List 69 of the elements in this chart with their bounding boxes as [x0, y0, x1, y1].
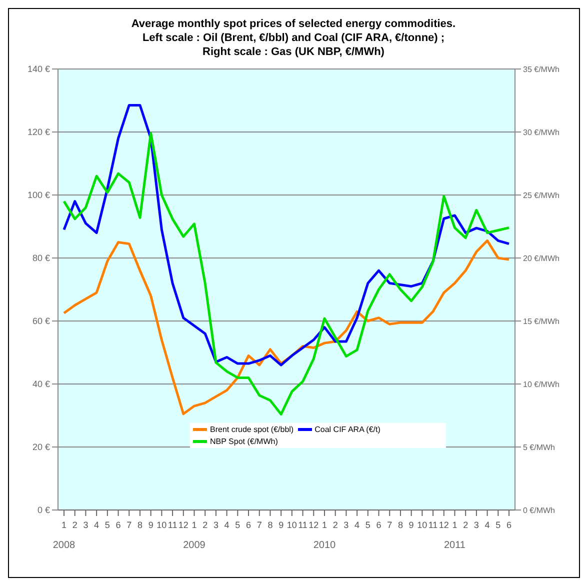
x-tick-label: 4	[94, 520, 100, 530]
x-tick-label: 3	[213, 520, 218, 530]
y2-tick-label: 10 €/MWh	[523, 380, 560, 389]
chart-subtitle: Left scale : Oil (Brent, €/bbl) and Coal (CIF ARA, €/tonne) ; Right scale : Gas (UK NBP, €/MWh)	[141, 31, 446, 59]
x-tick-label: 12	[438, 520, 449, 530]
x-tick-label: 2	[72, 520, 78, 530]
x-tick-label: 3	[474, 520, 479, 530]
x-tick-label: 1	[192, 520, 197, 530]
y-tick-label: 100 €	[27, 190, 50, 200]
x-tick-label: 2	[202, 520, 208, 530]
y2-tick-label: 30 €/MWh	[523, 128, 560, 137]
y-tick-label: 20 €	[32, 442, 50, 452]
x-tick-label: 3	[83, 520, 88, 530]
x-tick-label: 5	[496, 520, 501, 530]
y-tick-label: 40 €	[32, 379, 50, 390]
x-tick-label: 4	[224, 520, 230, 530]
x-tick-label: 9	[278, 520, 284, 530]
y-tick-label: 0 €	[37, 505, 50, 516]
y-tick-label: 80 €	[32, 253, 50, 264]
y-tick-label: 60 €	[32, 316, 50, 326]
x-tick-label: 6	[376, 520, 382, 530]
x-tick-label: 1	[322, 520, 327, 530]
x-tick-label: 2	[332, 520, 338, 530]
x-tick-label: 11	[428, 520, 438, 530]
x-tick-label: 6	[506, 520, 512, 530]
x-tick-label: 5	[235, 520, 240, 530]
x-tick-label: 7	[387, 520, 392, 530]
x-tick-label: 8	[268, 520, 273, 530]
y-tick-label: 140 €	[27, 64, 50, 74]
x-tick-label: 1	[452, 520, 458, 530]
y2-tick-label: 35 €/MWh	[523, 64, 560, 74]
x-tick-label: 2	[463, 520, 468, 530]
x-tick-label: 11	[168, 520, 178, 530]
x-tick-label: 10	[156, 520, 167, 530]
x-tick-label: 4	[484, 520, 490, 530]
x-tick-label: 6	[246, 520, 252, 530]
x-tick-label: 7	[256, 520, 262, 530]
x-tick-label: 9	[148, 520, 154, 530]
text: 2008	[52, 540, 76, 551]
x-tick-label: 5	[365, 520, 370, 530]
legend-label: Brent crude spot (€/bbl)	[209, 425, 294, 434]
x-tick-label: 11	[298, 520, 308, 530]
x-tick-label: 1	[61, 520, 67, 530]
x-tick-label: 7	[126, 520, 132, 530]
text: 2010	[313, 540, 336, 551]
x-tick-label: 12	[308, 520, 319, 530]
x-tick-label: 10	[417, 520, 428, 530]
y2-tick-label: 25 €/MWh	[523, 190, 560, 200]
line-series	[62, 239, 510, 416]
x-tick-label: 5	[104, 520, 110, 530]
y2-tick-label: 0 €/MWh	[523, 506, 556, 515]
y2-tick-label: 15 €/MWh	[523, 316, 560, 326]
line-series	[62, 132, 510, 416]
x-tick-label: 10	[286, 520, 297, 530]
x-tick-label: 3	[344, 520, 349, 530]
legend-label: NBP Spot (€/MWh)	[209, 437, 279, 446]
x-tick-label: 8	[398, 520, 403, 530]
text: 2009	[183, 540, 206, 551]
x-tick-label: 6	[116, 520, 121, 530]
y-tick-label: 120 €	[27, 127, 50, 138]
x-tick-label: 12	[178, 520, 188, 530]
x-tick-label: 4	[354, 520, 360, 530]
x-tick-label: 9	[408, 520, 414, 530]
y2-tick-label: 20 €/MWh	[523, 254, 560, 263]
legend-label: Coal CIF ARA (€/t)	[314, 425, 380, 434]
x-tick-label: 8	[137, 520, 142, 530]
text: 2011	[444, 540, 466, 551]
chart-title: Average monthly spot prices of selected energy commodities.	[130, 17, 457, 31]
y2-tick-label: 5 €/MWh	[523, 442, 556, 452]
